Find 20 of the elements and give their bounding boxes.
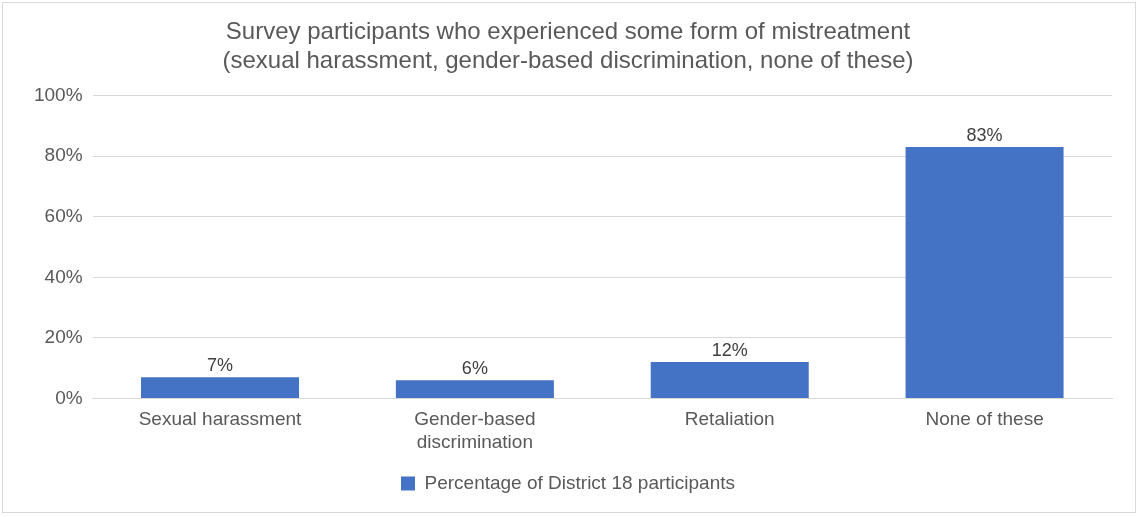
data-label: 12%: [711, 340, 748, 361]
x-tick-label: Sexual harassment: [138, 408, 303, 430]
bar: [905, 147, 1064, 398]
x-tick-label: None of these: [925, 408, 1044, 430]
legend-label: Percentage of District 18 participants: [424, 471, 736, 493]
x-tick-label: Gender-based discrimination: [414, 408, 536, 452]
y-tick-label: 40%: [44, 265, 83, 287]
bar: [650, 362, 809, 398]
y-tick-label: 0%: [55, 386, 83, 408]
bar: [395, 380, 554, 398]
data-label: 6%: [461, 358, 488, 379]
x-tick-label: Retaliation: [684, 408, 775, 430]
y-tick-label: 80%: [44, 144, 83, 166]
y-tick-label: 100%: [33, 83, 83, 105]
bar: [141, 377, 300, 398]
y-tick-label: 20%: [44, 326, 83, 348]
data-label: 83%: [966, 125, 1003, 146]
chart-title: Survey participants who experienced some form of mistreatment (sexual harassment, gender-based discrimination, none of these): [222, 17, 914, 73]
data-label: 7%: [207, 355, 234, 376]
y-tick-label: 60%: [44, 204, 83, 226]
